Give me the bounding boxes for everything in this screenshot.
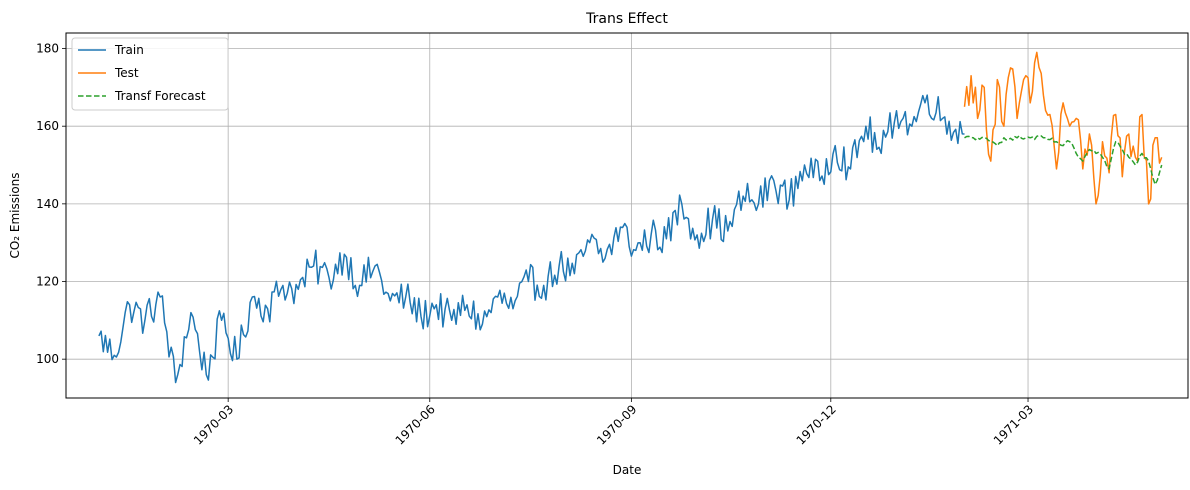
y-tick-label: 140: [36, 197, 59, 211]
legend-label: Test: [114, 66, 139, 80]
x-axis-title: Date: [613, 463, 642, 477]
legend: Train Test Transf Forecast: [71, 37, 229, 111]
series-layer: [98, 51, 1163, 384]
legend-label: Train: [114, 43, 144, 57]
plot-frame: [65, 32, 1189, 399]
legend-label: Transf Forecast: [114, 89, 206, 103]
series-line-test: [963, 51, 1163, 205]
chart-title: Trans Effect: [585, 11, 668, 27]
series-line-train: [98, 94, 965, 384]
y-tick-label: 120: [36, 275, 59, 289]
y-axis-ticks: 100 120 140 160 180: [36, 42, 66, 366]
y-axis-title: CO₂ Emissions: [8, 172, 22, 258]
y-tick-label: 180: [36, 42, 59, 56]
y-tick-label: 160: [36, 119, 59, 133]
series-line-transf-forecast: [964, 134, 1163, 186]
legend-box: [71, 37, 229, 111]
y-tick-label: 100: [36, 352, 59, 366]
grid-lines: [66, 33, 1188, 398]
